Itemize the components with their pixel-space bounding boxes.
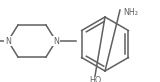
Text: N: N [5,36,11,46]
Text: N: N [53,36,59,46]
Text: NH₂: NH₂ [123,8,138,17]
Text: HO: HO [89,76,101,82]
